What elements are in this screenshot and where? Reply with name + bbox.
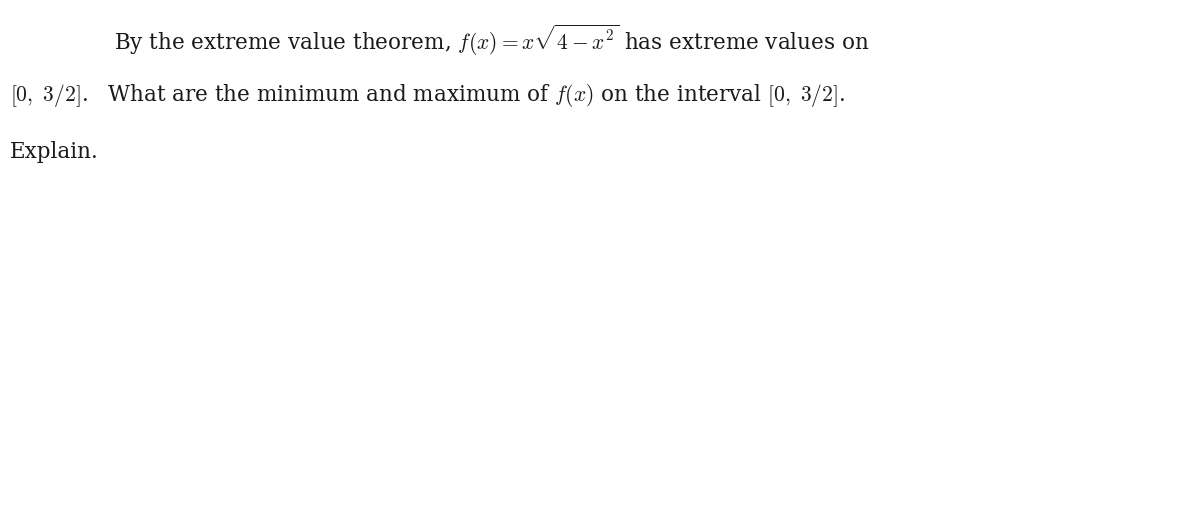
Text: By the extreme value theorem, $f(x) = x\sqrt{4 - x^2}$ has extreme values on: By the extreme value theorem, $f(x) = x\… — [114, 23, 870, 59]
Text: Explain.: Explain. — [10, 141, 98, 163]
Text: $[0,\ 3/2]$. $\ \ $What are the minimum and maximum of $f(x)$ on the interval $[: $[0,\ 3/2]$. $\ \ $What are the minimum … — [10, 82, 845, 109]
